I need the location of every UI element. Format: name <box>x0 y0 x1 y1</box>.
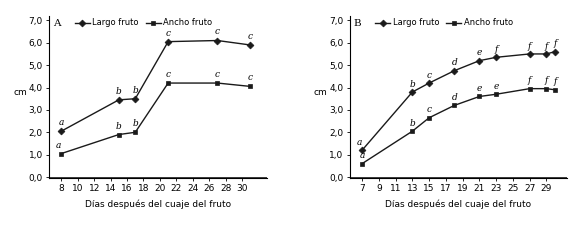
Text: d: d <box>452 58 457 67</box>
Ancho fruto <box>359 162 366 165</box>
Ancho fruto <box>551 88 558 91</box>
Ancho fruto <box>115 133 122 136</box>
Text: a: a <box>357 138 362 147</box>
Text: b: b <box>410 119 415 128</box>
X-axis label: Días después del cuaje del fruto: Días después del cuaje del fruto <box>385 199 532 209</box>
Largo fruto <box>476 59 483 62</box>
Text: c: c <box>248 73 253 82</box>
Text: c: c <box>166 29 170 38</box>
Text: c: c <box>427 71 431 80</box>
Text: a: a <box>359 151 365 160</box>
Ancho fruto <box>247 85 254 88</box>
Text: f: f <box>528 76 531 85</box>
Text: e: e <box>477 48 482 57</box>
Text: a: a <box>59 118 64 127</box>
Text: f: f <box>494 45 498 54</box>
Largo fruto <box>359 149 366 152</box>
Largo fruto <box>247 44 254 46</box>
Text: f: f <box>545 42 548 51</box>
Text: d: d <box>452 93 457 102</box>
Ancho fruto <box>132 131 139 134</box>
Largo fruto <box>451 69 458 72</box>
Text: f: f <box>528 42 531 51</box>
Largo fruto <box>214 39 221 42</box>
Line: Ancho fruto: Ancho fruto <box>59 81 253 156</box>
Text: b: b <box>410 80 415 89</box>
Largo fruto <box>132 97 139 100</box>
X-axis label: Días después del cuaje del fruto: Días después del cuaje del fruto <box>85 199 231 209</box>
Ancho fruto <box>476 95 483 98</box>
Ancho fruto <box>451 104 458 107</box>
Y-axis label: cm: cm <box>13 88 27 97</box>
Text: A: A <box>54 19 61 28</box>
Text: e: e <box>477 84 482 93</box>
Text: c: c <box>427 105 431 114</box>
Ancho fruto <box>543 87 550 90</box>
Ancho fruto <box>426 116 433 119</box>
Largo fruto <box>551 50 558 53</box>
Text: f: f <box>553 77 556 86</box>
Largo fruto <box>165 40 172 43</box>
Ancho fruto <box>165 82 172 84</box>
Ancho fruto <box>526 87 533 90</box>
Text: c: c <box>215 70 220 79</box>
Ancho fruto <box>409 130 416 133</box>
Line: Largo fruto: Largo fruto <box>359 49 557 153</box>
Line: Ancho fruto: Ancho fruto <box>359 86 557 166</box>
Largo fruto <box>543 53 550 55</box>
Text: b: b <box>132 119 138 128</box>
Ancho fruto <box>58 152 65 155</box>
Text: e: e <box>494 82 499 91</box>
Text: c: c <box>166 70 170 79</box>
Ancho fruto <box>492 93 499 96</box>
Text: f: f <box>545 76 548 85</box>
Y-axis label: cm: cm <box>314 88 328 97</box>
Text: b: b <box>116 121 122 131</box>
Text: c: c <box>215 27 220 37</box>
Largo fruto <box>58 130 65 133</box>
Legend: Largo fruto, Ancho fruto: Largo fruto, Ancho fruto <box>376 18 513 27</box>
Line: Largo fruto: Largo fruto <box>59 38 253 134</box>
Largo fruto <box>115 99 122 101</box>
Text: b: b <box>132 86 138 95</box>
Text: B: B <box>354 19 362 28</box>
Largo fruto <box>409 91 416 93</box>
Largo fruto <box>526 53 533 55</box>
Legend: Largo fruto, Ancho fruto: Largo fruto, Ancho fruto <box>75 18 212 27</box>
Largo fruto <box>426 82 433 84</box>
Largo fruto <box>492 56 499 59</box>
Text: f: f <box>553 39 556 48</box>
Text: b: b <box>116 87 122 96</box>
Text: a: a <box>55 141 60 150</box>
Ancho fruto <box>214 82 221 84</box>
Text: c: c <box>248 32 253 41</box>
